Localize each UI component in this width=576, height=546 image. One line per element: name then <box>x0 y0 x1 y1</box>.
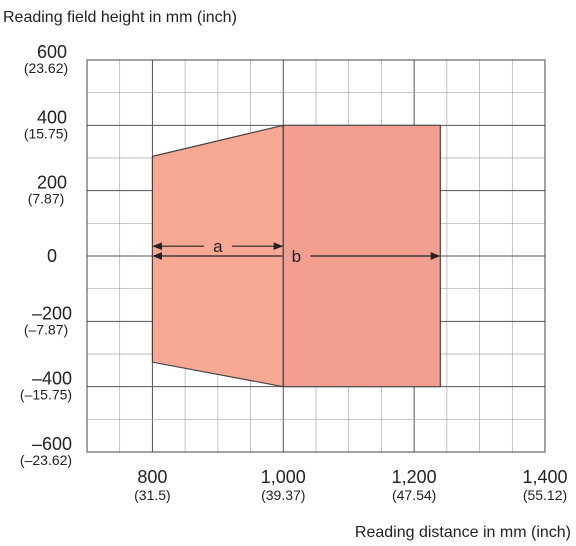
x-tick-label: 800 <box>137 467 167 487</box>
y-axis-label: Reading field height in mm (inch) <box>3 9 237 26</box>
x-tick-sublabel: (55.12) <box>523 487 567 503</box>
y-tick-sublabel: (23.62) <box>24 60 68 76</box>
y-tick-sublabel: (–15.75) <box>20 387 72 403</box>
x-axis-label: Reading distance in mm (inch) <box>355 524 571 541</box>
y-tick-label: –200 <box>32 303 72 323</box>
dimension-annotations: ab <box>152 237 441 266</box>
y-axis-ticks: 600(23.62) 400(15.75) 200(7.87) 0 –200(–7.87… <box>20 42 72 468</box>
x-tick-label: 1,200 <box>392 467 437 487</box>
dimension-label-a: a <box>213 237 223 256</box>
y-tick-label: –600 <box>32 434 72 454</box>
x-tick-label: 1,400 <box>522 467 567 487</box>
x-tick-label: 1,000 <box>261 467 306 487</box>
y-tick-sublabel: (7.87) <box>28 191 65 207</box>
x-axis-ticks: 800(31.5) 1,000(39.37) 1,200(47.54) 1,400(5… <box>134 467 567 503</box>
y-tick-sublabel: (15.75) <box>24 125 68 141</box>
y-tick-sublabel: (–7.87) <box>24 321 68 337</box>
y-tick-label: 0 <box>47 246 57 266</box>
x-tick-sublabel: (39.37) <box>261 487 305 503</box>
y-tick-label: 200 <box>37 173 67 193</box>
y-tick-sublabel: (–23.62) <box>20 452 72 468</box>
y-tick-label: 400 <box>37 107 67 127</box>
x-tick-sublabel: (47.54) <box>392 487 436 503</box>
x-tick-sublabel: (31.5) <box>134 487 171 503</box>
y-tick-label: 600 <box>37 42 67 62</box>
plot-frame <box>86 59 546 453</box>
dimension-label-b: b <box>292 247 301 266</box>
y-tick-label: –400 <box>32 369 72 389</box>
